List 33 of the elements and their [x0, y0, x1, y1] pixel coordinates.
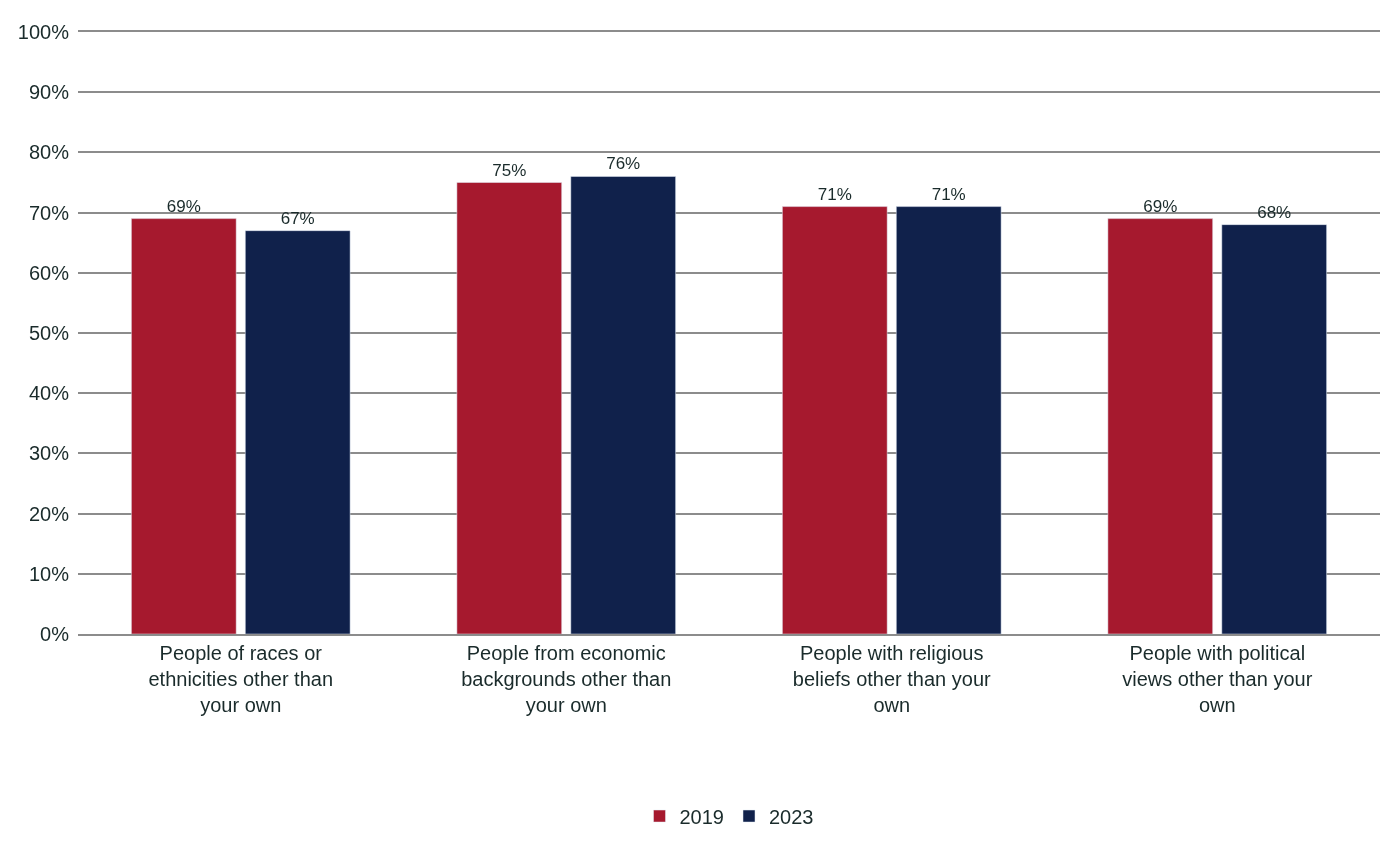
data-label: 69%: [1143, 196, 1178, 216]
bar: [456, 182, 562, 634]
y-tick-label: 70%: [28, 201, 70, 224]
bar: [1221, 224, 1327, 634]
y-tick-label: 10%: [28, 562, 70, 585]
y-tick-label: 30%: [28, 442, 70, 465]
bar: [782, 206, 888, 634]
y-tick-label: 50%: [28, 322, 70, 344]
data-label: 71%: [817, 184, 852, 204]
x-tick-label: People from economic backgrounds other than your own: [461, 642, 672, 716]
data-label: 67%: [280, 208, 315, 228]
bar: [131, 218, 237, 634]
y-tick-label: 90%: [28, 81, 70, 104]
y-tick-label: 80%: [28, 141, 70, 164]
x-tick-label: People of races or ethnicities other than your own: [148, 642, 334, 716]
y-tick-label: 0%: [40, 623, 70, 645]
x-tick-label: People with political views other than your own: [1122, 642, 1313, 716]
y-tick-label: 40%: [28, 382, 70, 405]
data-label: 69%: [166, 196, 201, 216]
data-label: 71%: [931, 184, 966, 204]
bar: [245, 230, 351, 634]
legend-label: 2019: [679, 805, 724, 828]
bar: [570, 176, 676, 634]
data-label: 75%: [492, 160, 527, 180]
y-tick-label: 20%: [28, 502, 70, 525]
data-label: 68%: [1257, 202, 1292, 222]
bar: [896, 206, 1002, 634]
y-tick-label: 60%: [28, 261, 70, 284]
x-tick-label: People with religious beliefs other than your own: [792, 642, 992, 716]
data-label: 76%: [606, 154, 641, 174]
legend-label: 2023: [769, 805, 814, 828]
y-tick-label: 100%: [17, 21, 70, 43]
bar: [1107, 218, 1213, 634]
